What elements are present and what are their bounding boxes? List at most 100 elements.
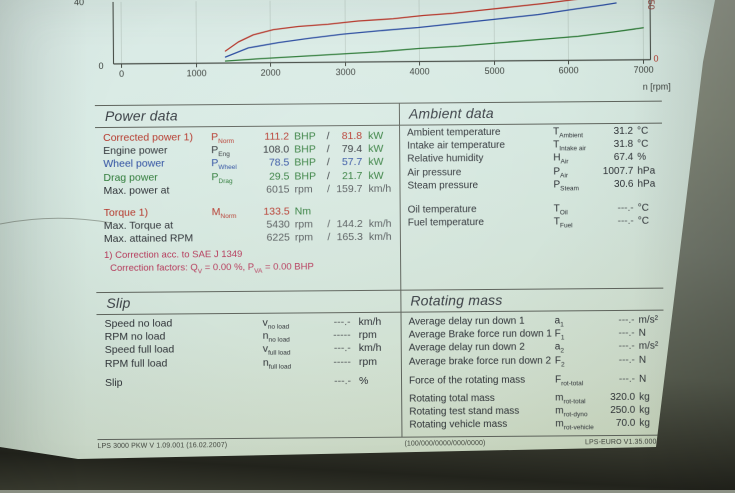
row-label: Force of the rotating mass — [409, 373, 555, 387]
row-val1: 6015 — [257, 183, 289, 196]
row-label: Ambient temperature — [407, 125, 553, 139]
power-chart — [0, 0, 734, 103]
row-label: Speed full load — [105, 343, 263, 357]
row-symbol-subscript: rot-vehicle — [564, 424, 594, 431]
row-label: Max. power at — [103, 184, 211, 198]
table-row: Max. attained RPM 6225 rpm/165.3 km/h — [104, 231, 399, 247]
row-unit1: BHP — [294, 143, 322, 156]
row-unit1: °C — [637, 138, 659, 151]
row-unit1: kg — [639, 391, 661, 404]
row-label: Corrected power 1) — [103, 131, 211, 145]
x-tick-label: 2000 — [257, 68, 285, 78]
row-unit1: rpm — [295, 232, 323, 245]
row-label: Oil temperature — [408, 202, 554, 216]
row-label: RPM no load — [105, 330, 263, 344]
row-val1: ---.- — [601, 353, 635, 366]
row-unit1: Nm — [295, 205, 323, 218]
row-symbol-subscript: rot-total — [561, 380, 583, 387]
row-val1: 6225 — [258, 232, 290, 245]
row-label: Rotating test stand mass — [409, 405, 555, 419]
footer-version-right: LPS-EURO V1.35.000 — [511, 439, 656, 447]
row-val2: 144.2 — [335, 218, 363, 231]
row-unit1: m/s² — [639, 340, 661, 353]
corrected-power-curve — [225, 0, 586, 51]
row-label: Rotating vehicle mass — [409, 418, 555, 432]
row-unit1: m/s² — [639, 314, 661, 327]
row-val1: ---.- — [323, 316, 351, 329]
rule-line — [96, 288, 663, 293]
row-symbol: F2 — [555, 354, 601, 371]
section-title-power-data: Power data — [105, 107, 178, 124]
y-axis-tick-top: 40 — [74, 0, 84, 7]
row-unit2: km/h — [369, 218, 399, 231]
row-label: Average delay run down 2 — [409, 341, 555, 355]
stray-hair — [0, 208, 120, 234]
row-val1: 70.0 — [601, 417, 635, 430]
row-val2: 79.4 — [334, 143, 362, 156]
row-unit2: km/h — [369, 231, 399, 244]
row-unit1: BHP — [294, 130, 322, 143]
row-val1: 78.5 — [257, 157, 289, 170]
table-row: Slip---.-% — [105, 374, 400, 390]
row-label: Max. attained RPM — [104, 232, 212, 246]
row-symbol-subscript: full load — [269, 363, 291, 370]
row-val1: 31.2 — [599, 125, 633, 138]
footer-version-left: LPS 3000 PKW V 1.09.001 (16.02.2007) — [98, 442, 228, 450]
chart-line — [114, 60, 651, 64]
row-unit1: rpm — [359, 329, 399, 342]
row-sep: / — [323, 218, 335, 231]
row-symbol-subscript: Steam — [560, 185, 579, 192]
row-val2: 57.7 — [334, 156, 362, 169]
row-unit2: km/h — [368, 182, 398, 195]
rule-line — [95, 101, 662, 106]
row-label: Intake air temperature — [407, 139, 553, 153]
row-label: Wheel power — [103, 158, 211, 172]
row-label: Average Brake force run down 1 — [409, 328, 555, 342]
row-val1: 111.2 — [257, 131, 289, 144]
row-val1: ---.- — [600, 202, 634, 215]
row-sep: / — [322, 170, 334, 183]
row-val1: ---.- — [323, 375, 351, 388]
row-unit1: km/h — [359, 316, 399, 329]
row-unit1: °C — [638, 215, 660, 228]
row-label: Air pressure — [407, 165, 553, 179]
row-val1: 250.0 — [601, 404, 635, 417]
row-sep: / — [323, 232, 335, 245]
row-val2: 159.7 — [334, 183, 362, 196]
row-unit1: N — [639, 353, 661, 366]
row-val1: ---.- — [601, 373, 635, 386]
row-label: Engine power — [103, 144, 211, 158]
table-row: Max. power at 6015 rpm/159.7 km/h — [103, 182, 398, 198]
row-val1: ---.- — [600, 215, 634, 228]
row-sep: / — [322, 143, 334, 156]
row-sep: / — [322, 183, 334, 196]
row-unit1: rpm — [294, 183, 322, 196]
drag-power-curve — [225, 28, 643, 61]
row-symbol: PSteam — [553, 178, 599, 195]
x-tick-label: 4000 — [406, 66, 434, 76]
row-val1: ---.- — [601, 314, 635, 327]
row-val1: 1007.7 — [599, 164, 633, 177]
x-tick-label: 1000 — [183, 68, 211, 78]
row-val1: ---.- — [601, 340, 635, 353]
row-unit1: kg — [639, 417, 661, 430]
row-val1: 29.5 — [257, 170, 289, 183]
y-axis-tick-zero: 0 — [99, 61, 104, 71]
row-unit2: kW — [368, 156, 398, 169]
row-sep: / — [322, 130, 334, 143]
row-symbol: Frot-total — [555, 373, 601, 390]
row-symbol: nfull load — [263, 356, 323, 374]
right-axis-tick-zero: 0 — [653, 54, 658, 64]
row-val2: 165.3 — [335, 231, 363, 244]
note-subscript: V — [198, 268, 202, 275]
row-val1: 5430 — [258, 219, 290, 232]
